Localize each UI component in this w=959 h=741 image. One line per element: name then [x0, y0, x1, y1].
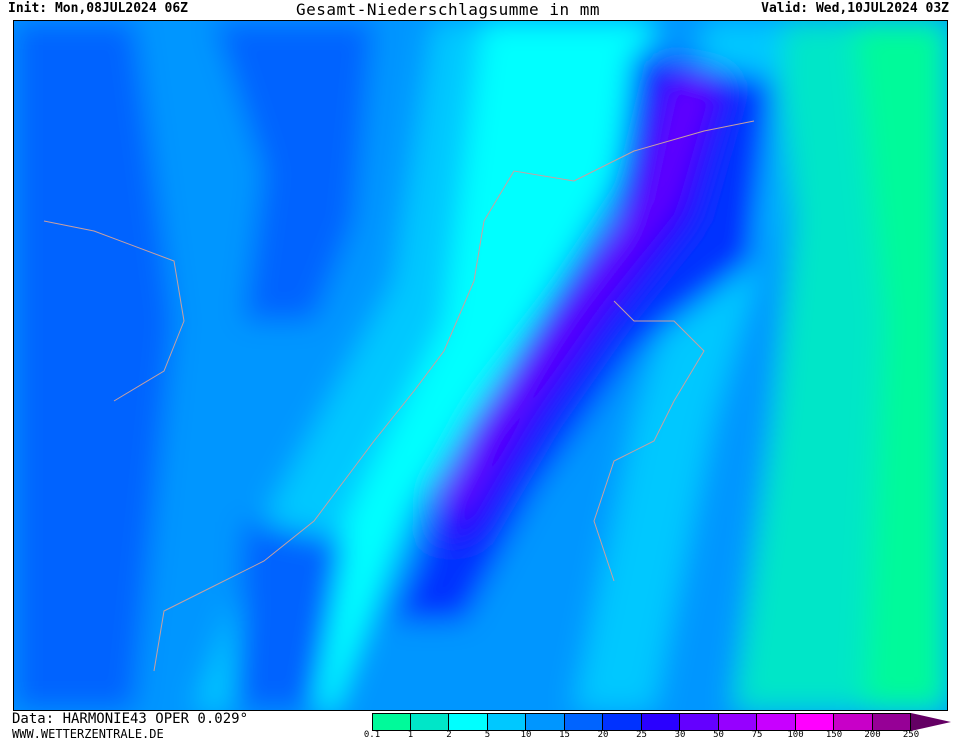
legend-label: 20	[597, 730, 609, 740]
valid-time: Valid: Wed,10JUL2024 03Z	[761, 1, 949, 16]
legend-swatch	[872, 713, 911, 731]
data-source: Data: HARMONIE43 OPER 0.029°	[12, 711, 249, 727]
precipitation-map[interactable]	[13, 20, 948, 711]
legend-swatch	[757, 713, 796, 731]
legend-label: 75	[751, 730, 763, 740]
legend-label: 200	[864, 730, 881, 740]
precipitation-field	[14, 21, 947, 710]
legend-swatch	[564, 713, 603, 731]
legend-swatch	[718, 713, 757, 731]
legend-label: 2	[446, 730, 452, 740]
legend-swatch	[641, 713, 680, 731]
legend-label: 10	[520, 730, 532, 740]
legend-swatch	[795, 713, 834, 731]
legend-label: 25	[636, 730, 647, 740]
legend-label: 100	[787, 730, 804, 740]
legend-swatch	[372, 713, 411, 731]
legend-swatch	[680, 713, 719, 731]
legend-swatch	[834, 713, 873, 731]
legend-swatch	[526, 713, 565, 731]
legend-label: 150	[825, 730, 843, 740]
legend-swatch	[487, 713, 526, 731]
legend-swatch	[410, 713, 449, 731]
legend-label: 30	[674, 730, 686, 740]
legend-swatch	[449, 713, 488, 731]
legend-overflow-arrow	[911, 713, 951, 731]
map-title: Gesamt-Niederschlagsumme in mm	[296, 0, 600, 19]
legend-label: 250	[902, 730, 920, 740]
legend-swatch	[603, 713, 642, 731]
legend-label: 15	[559, 730, 570, 740]
init-time: Init: Mon,08JUL2024 06Z	[8, 1, 189, 16]
legend-label: 0.1	[363, 730, 381, 740]
legend-label: 5	[484, 730, 491, 740]
legend-label: 1	[407, 730, 414, 740]
website-link[interactable]: WWW.WETTERZENTRALE.DE	[12, 727, 164, 741]
legend-label: 50	[713, 730, 724, 740]
